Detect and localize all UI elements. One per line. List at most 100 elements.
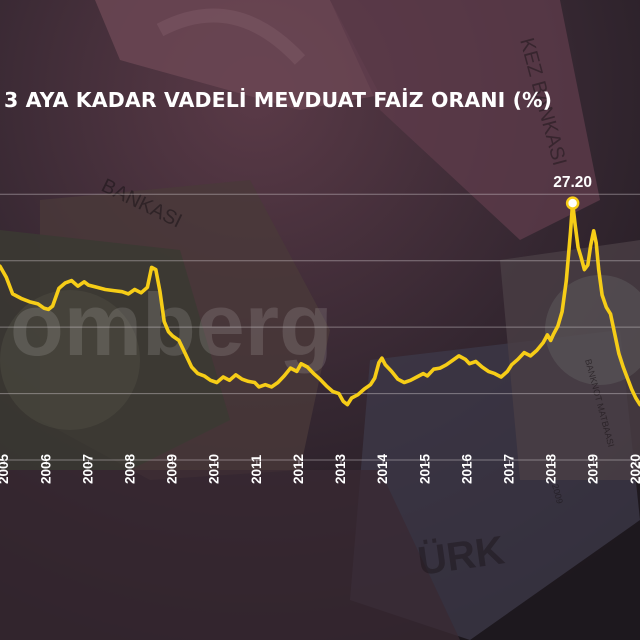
data-point-14 — [87, 284, 89, 286]
data-point-22 — [146, 286, 148, 288]
data-point-11 — [70, 279, 72, 281]
data-point-28 — [171, 335, 173, 337]
data-point-36 — [222, 376, 224, 378]
peak-label-0: 27.20 — [553, 174, 592, 191]
data-point-10 — [64, 282, 66, 284]
data-point-24 — [155, 268, 157, 270]
data-point-25 — [159, 291, 161, 293]
data-point-16 — [104, 288, 106, 290]
data-point-3 — [20, 297, 22, 299]
data-point-67 — [397, 378, 399, 380]
data-point-111 — [609, 313, 611, 315]
data-point-80 — [475, 360, 477, 362]
data-point-49 — [300, 363, 302, 365]
data-point-109 — [601, 294, 603, 296]
data-point-45 — [277, 381, 279, 383]
data-point-9 — [58, 287, 60, 289]
data-point-1 — [5, 276, 7, 278]
data-point-91 — [542, 341, 544, 343]
data-point-4 — [28, 301, 30, 303]
data-point-66 — [390, 370, 392, 372]
x-tick-label-2009: 2009 — [165, 454, 180, 484]
data-point-32 — [197, 372, 199, 374]
data-point-105 — [590, 244, 592, 246]
data-point-70 — [416, 376, 418, 378]
x-tick-label-2008: 2008 — [123, 453, 138, 484]
data-point-96 — [561, 310, 563, 312]
data-point-64 — [381, 357, 383, 359]
data-point-102 — [580, 256, 582, 258]
data-point-110 — [605, 306, 607, 308]
data-point-116 — [630, 388, 632, 390]
data-point-37 — [228, 379, 230, 381]
data-point-54 — [331, 390, 333, 392]
data-point-115 — [626, 377, 628, 379]
data-point-18 — [121, 291, 123, 293]
data-point-38 — [235, 374, 237, 376]
data-point-17 — [113, 289, 115, 291]
data-point-51 — [313, 372, 315, 374]
x-tick-label-2019: 2019 — [586, 454, 601, 484]
data-point-5 — [37, 303, 39, 305]
x-tick-label-2005: 2005 — [0, 453, 11, 484]
data-point-13 — [83, 281, 85, 283]
data-point-97 — [565, 279, 567, 281]
data-point-31 — [190, 366, 192, 368]
data-point-82 — [487, 370, 489, 372]
data-point-101 — [577, 246, 579, 248]
data-point-7 — [47, 308, 49, 310]
data-point-48 — [296, 370, 298, 372]
data-point-30 — [184, 353, 186, 355]
data-point-52 — [319, 378, 321, 380]
data-point-50 — [306, 366, 308, 368]
data-point-65 — [384, 364, 386, 366]
x-tick-label-2010: 2010 — [207, 454, 222, 484]
data-point-90 — [536, 349, 538, 351]
data-point-75 — [445, 364, 447, 366]
data-point-39 — [241, 378, 243, 380]
data-point-19 — [127, 293, 129, 295]
data-point-15 — [96, 286, 98, 288]
data-point-108 — [598, 268, 600, 270]
x-tick-label-2013: 2013 — [333, 453, 348, 484]
data-point-63 — [378, 361, 380, 363]
data-point-55 — [338, 392, 340, 394]
data-point-41 — [254, 381, 256, 383]
data-point-93 — [550, 339, 552, 341]
grid-lines — [0, 193, 640, 461]
data-point-106 — [593, 230, 595, 232]
data-point-6 — [43, 307, 45, 309]
data-point-56 — [342, 400, 344, 402]
data-point-59 — [357, 394, 359, 396]
data-point-81 — [481, 366, 483, 368]
data-point-72 — [426, 375, 428, 377]
data-point-33 — [203, 375, 205, 377]
data-point-86 — [510, 364, 512, 366]
data-point-76 — [451, 359, 453, 361]
watermark-text: omberg — [10, 275, 333, 374]
data-point-107 — [595, 242, 597, 244]
data-point-21 — [140, 292, 142, 294]
data-point-43 — [264, 384, 266, 386]
data-point-89 — [529, 355, 531, 357]
data-point-60 — [363, 388, 365, 390]
x-tick-label-2018: 2018 — [544, 453, 559, 484]
data-point-77 — [458, 355, 460, 357]
data-point-117 — [635, 397, 637, 399]
data-point-62 — [374, 377, 376, 379]
x-tick-label-2007: 2007 — [80, 454, 95, 484]
data-point-23 — [150, 266, 152, 268]
data-point-112 — [614, 333, 616, 335]
data-point-73 — [433, 368, 435, 370]
data-point-94 — [553, 333, 555, 335]
x-tick-label-2020: 2020 — [628, 454, 640, 484]
data-point-104 — [587, 264, 589, 266]
series-line — [0, 201, 640, 407]
data-point-2 — [11, 293, 13, 295]
series-marks — [0, 202, 640, 406]
data-point-68 — [403, 381, 405, 383]
data-point-74 — [439, 367, 441, 369]
x-tick-label-2015: 2015 — [417, 453, 432, 484]
